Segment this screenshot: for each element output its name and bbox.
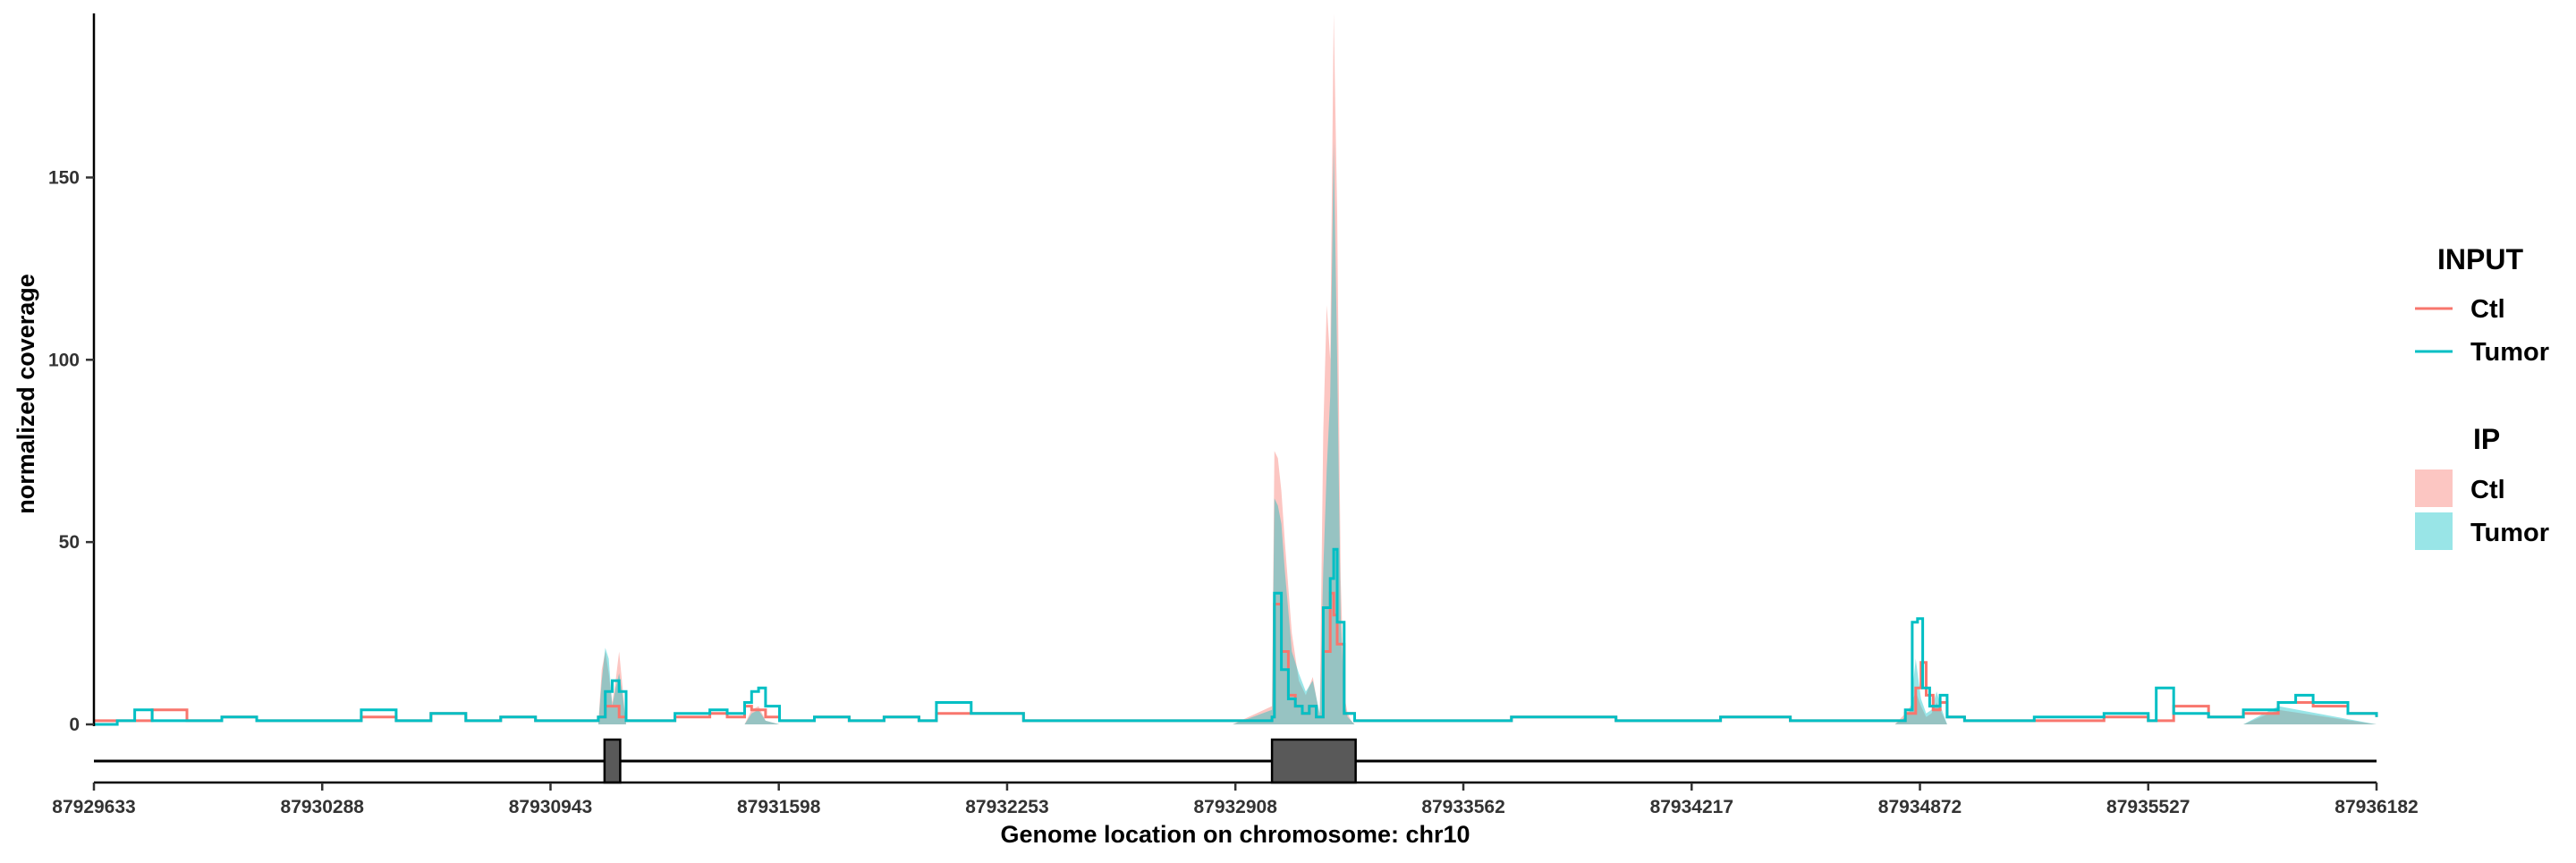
y-axis-title: normalized coverage (13, 274, 39, 514)
input-line-ctl (94, 591, 2378, 723)
y-tick-label: 0 (69, 715, 80, 735)
y-tick-label: 150 (48, 167, 80, 188)
legend-ip-title: IP (2473, 423, 2500, 455)
x-tick-label: 87931598 (737, 797, 821, 817)
input-line-tumor (94, 547, 2378, 726)
x-tick-label: 87934217 (1650, 797, 1733, 817)
gene-exon-2 (1270, 738, 1357, 784)
legend-input-ctl-label: Ctl (2470, 295, 2505, 324)
x-tick-label: 87930288 (281, 797, 365, 817)
ip-area-tumor (94, 140, 2377, 724)
ip-area-layer (94, 13, 2377, 724)
legend-input-title: INPUT (2437, 243, 2523, 275)
legend-ip-tumor-key (2415, 512, 2453, 550)
x-tick-label: 87930943 (509, 797, 592, 817)
gene-exon-1 (603, 738, 622, 784)
x-tick-label: 87933562 (1421, 797, 1504, 817)
y-tick-label: 50 (59, 532, 80, 553)
legend-input-tumor-label: Tumor (2470, 338, 2549, 367)
x-tick-label: 87934872 (1878, 797, 1962, 817)
legend-ip-tumor-label: Tumor (2470, 519, 2549, 547)
input-line-layer (94, 547, 2378, 726)
ip-area-ctl (94, 13, 2377, 724)
y-ticks: 0 50 100 150 (48, 167, 94, 735)
axes (92, 13, 2377, 784)
x-ticks: 87929633 87930288 87930943 87931598 87932253… (52, 783, 2419, 817)
x-tick-label: 87932908 (1193, 797, 1277, 817)
x-tick-label: 87929633 (52, 797, 135, 817)
legend-ip-ctl-key (2415, 470, 2453, 507)
x-tick-label: 87936182 (2334, 797, 2418, 817)
x-axis-title: Genome location on chromosome: chr10 (1000, 821, 1470, 848)
x-tick-label: 87935527 (2106, 797, 2190, 817)
legend-ip-ctl-label: Ctl (2470, 476, 2505, 504)
x-tick-label: 87932253 (965, 797, 1048, 817)
y-tick-label: 100 (48, 350, 80, 370)
legend: INPUT Ctl Tumor IP Ctl Tumor (2415, 243, 2549, 550)
gene-model (94, 738, 2377, 784)
